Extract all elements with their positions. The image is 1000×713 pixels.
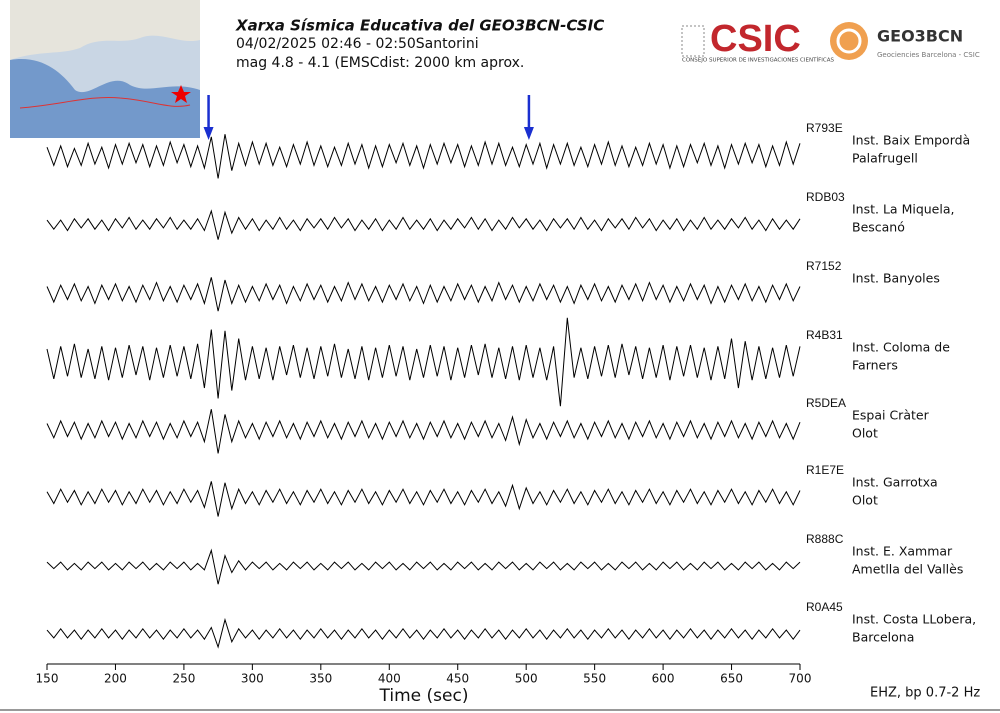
station-code: R7152 [806,259,842,273]
map-star [171,85,191,103]
logos: CSIC CONSEJO SUPERIOR DE INVESTIGACIONES… [681,18,980,64]
x-tick-label: 150 [36,672,59,686]
geo-logo: GEO3BCN [877,27,963,46]
station-label: Barcelona [852,630,914,645]
x-tick-label: 200 [104,672,127,686]
csic-emblem [681,25,705,57]
station-label: Inst. E. Xammar [852,544,953,559]
station-code: R1E7E [806,463,844,477]
subtitle: 04/02/2025 02:46 - 02:50Santorini [236,36,479,52]
geo-emblem [830,22,868,60]
x-tick-label: 650 [720,672,743,686]
x-axis-title: Time (sec) [379,686,469,706]
trace [46,317,801,407]
station-label: Olot [852,426,878,441]
x-tick-label: 450 [446,672,469,686]
trace [46,277,801,312]
station-code: RDB03 [806,190,845,204]
trace [46,548,801,585]
station-code: R5DEA [806,396,846,410]
csic-caption: CONSEJO SUPERIOR DE INVESTIGACIONES CIEN… [682,57,834,64]
trace [46,134,801,179]
station-label: Espai Cràter [852,408,930,423]
arrow-head [203,127,214,140]
station-label: Inst. Coloma de [852,340,950,355]
station-code: R793E [806,121,843,135]
trace [46,209,801,240]
x-tick-label: 400 [378,672,401,686]
map-land [10,0,200,60]
geo-emblem-ring [836,28,862,54]
station-code: R4B31 [806,328,843,342]
x-tick-label: 300 [241,672,264,686]
geo-caption: Geociencies Barcelona - CSIC [877,51,980,59]
station-label: Bescanó [852,220,905,235]
map-sea [10,59,200,138]
station-label: Inst. Baix Empordà [852,133,970,148]
station-label: Inst. Banyoles [852,271,940,286]
station-label: Ametlla del Vallès [852,562,963,577]
station-label: Inst. Costa LLobera, [852,612,976,627]
x-tick-label: 550 [583,672,606,686]
map-inset [10,0,200,138]
station-label: Olot [852,493,878,508]
subtitle: mag 4.8 - 4.1 (EMSCdist: 2000 km aprox. [236,55,524,71]
station-label: Farners [852,358,898,373]
station-label: Palafrugell [852,151,918,166]
x-tick-label: 350 [309,672,332,686]
x-tick-label: 600 [652,672,675,686]
trace [46,481,801,517]
x-tick-label: 700 [789,672,812,686]
station-label: Inst. Garrotxa [852,475,938,490]
station-code: R888C [806,532,844,546]
chart-title: Xarxa Sísmica Educativa del GEO3BCN-CSIC [235,17,604,35]
footer: EHZ, bp 0.7-2 Hz [870,686,980,701]
map-line [19,96,191,109]
trace [46,409,801,454]
trace [46,617,801,649]
x-tick-label: 250 [172,672,195,686]
station-code: R0A45 [806,600,843,614]
x-tick-label: 500 [515,672,538,686]
arrow-head [523,127,534,140]
csic-logo: CSIC [710,18,801,60]
station-label: Inst. La Miquela, [852,202,954,217]
